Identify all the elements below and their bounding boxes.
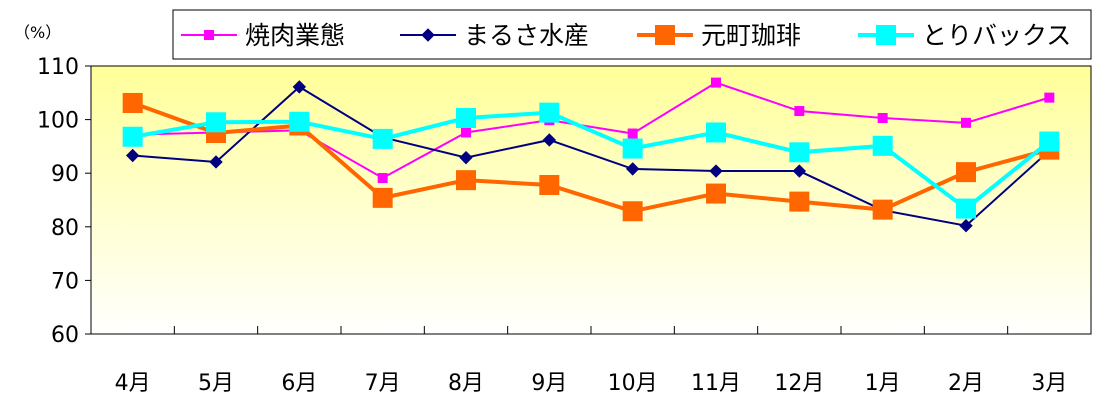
data-point (625, 162, 640, 176)
data-point (461, 127, 471, 138)
data-point (956, 162, 976, 183)
x-tick-label: 11月 (691, 371, 741, 394)
x-tick-label: 6月 (281, 371, 317, 394)
data-point (1044, 92, 1055, 103)
y-tick-label: 60 (51, 323, 79, 348)
legend-box (172, 9, 1092, 60)
legend-label: まるさ水産 (464, 21, 589, 50)
data-point (372, 187, 393, 208)
y-tick-label: 70 (51, 269, 79, 294)
data-point (789, 142, 810, 163)
data-point (627, 128, 638, 139)
data-point (125, 148, 140, 163)
legend-label: 元町珈琲 (701, 21, 801, 50)
legend-label: 焼肉業態 (245, 21, 345, 50)
data-point (539, 102, 560, 123)
x-tick-label: 5月 (198, 371, 234, 394)
data-point (372, 128, 393, 149)
data-point (122, 126, 143, 147)
series-line (132, 81, 1050, 180)
data-point (456, 107, 476, 128)
data-point (961, 117, 971, 128)
x-tick-label: 12月 (774, 371, 824, 394)
legend-swatch-marker (421, 28, 435, 42)
data-point (292, 80, 307, 94)
x-tick-label: 4月 (115, 371, 151, 394)
data-point (706, 122, 726, 143)
data-point (872, 135, 893, 156)
legend-item-2: まるさ水産 (400, 21, 589, 50)
legend-item-4: とりバックス (858, 21, 1071, 50)
data-point (794, 106, 805, 117)
data-point (872, 199, 893, 220)
data-point (377, 173, 388, 184)
series-line (131, 101, 1050, 214)
data-point (542, 133, 557, 147)
data-point (956, 198, 976, 219)
legend-label: とりバックス (922, 21, 1071, 50)
x-tick-label: 9月 (531, 371, 567, 394)
data-point (456, 170, 476, 191)
x-tick-label: 7月 (365, 371, 401, 394)
data-point (622, 201, 643, 222)
data-point (122, 92, 143, 113)
legend-item-3: 元町珈琲 (637, 21, 801, 50)
data-point (959, 219, 973, 233)
x-tick-label: 3月 (1031, 371, 1067, 394)
axes: 60 70 80 90 100 110 4月 5月 6月 7月 8月 9月 10月 11月 12月 1月 2月 3… (37, 55, 1092, 394)
series-4 (122, 102, 1060, 219)
series-line (132, 110, 1051, 212)
data-point (792, 164, 807, 178)
legend: 焼肉業態 まるさ水産 元町珈琲 とりバックス (172, 9, 1092, 60)
y-tick-label: 100 (37, 109, 79, 134)
data-point (877, 112, 888, 123)
data-point (459, 150, 473, 165)
data-point (789, 191, 810, 212)
legend-swatch-marker (204, 30, 214, 40)
y-axis-unit: （%） (14, 23, 61, 42)
y-tick-label: 110 (37, 55, 79, 80)
y-tick-label: 90 (51, 162, 79, 187)
data-point (706, 183, 726, 204)
x-tick-label: 1月 (865, 371, 901, 394)
data-point (622, 138, 643, 159)
series-layer (122, 77, 1060, 233)
series-line (132, 85, 1051, 227)
x-tick-label: 8月 (448, 371, 484, 394)
x-tick-label: 2月 (948, 371, 984, 394)
data-point (1039, 131, 1060, 152)
legend-item-1: 焼肉業態 (181, 21, 345, 50)
legend-swatch-marker (655, 25, 675, 45)
data-point (539, 174, 560, 195)
data-point (711, 77, 721, 88)
data-point (709, 164, 723, 178)
data-point (209, 155, 223, 169)
y-tick-label: 80 (51, 216, 79, 241)
data-point (289, 111, 310, 132)
legend-swatch-marker (876, 25, 896, 45)
data-point (206, 112, 226, 133)
x-tick-label: 10月 (608, 371, 658, 394)
